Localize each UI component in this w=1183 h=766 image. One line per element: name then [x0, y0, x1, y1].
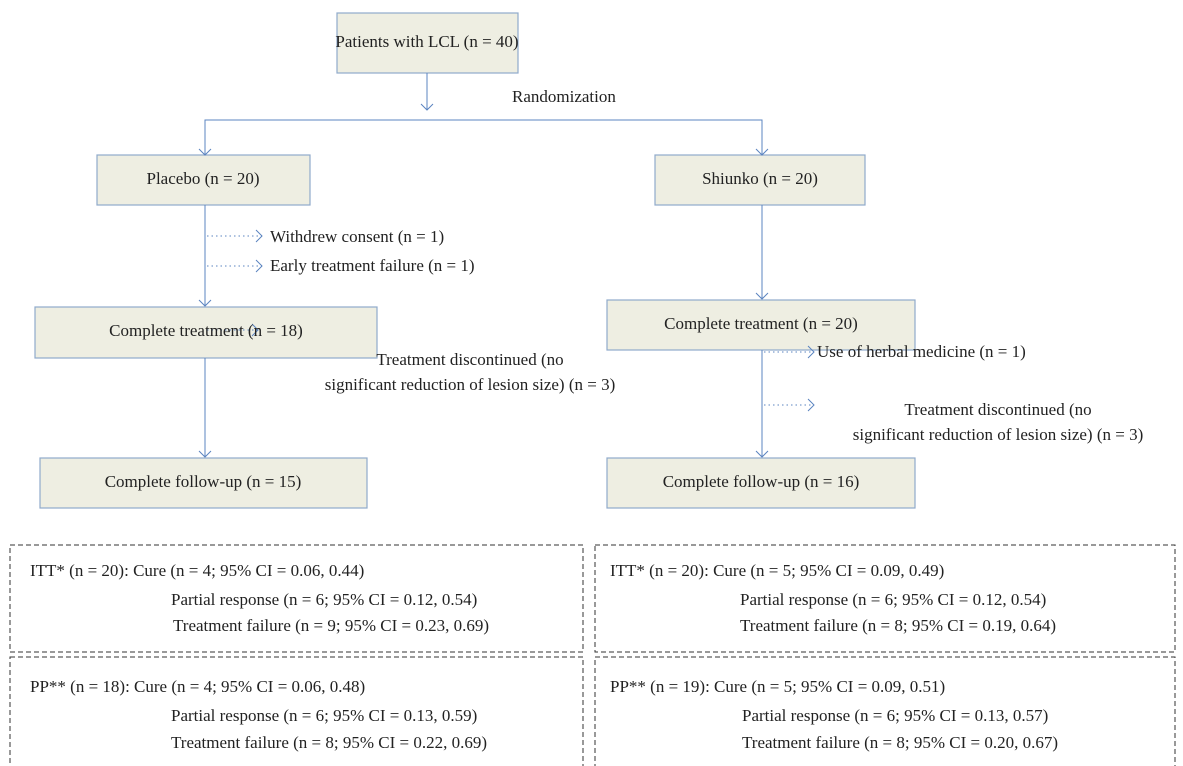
result-text: ITT* (n = 20): Cure (n = 4; 95% CI = 0.0…	[30, 561, 364, 580]
result-text: Treatment failure (n = 8; 95% CI = 0.22,…	[171, 733, 487, 752]
result-text: Partial response (n = 6; 95% CI = 0.12, …	[171, 590, 477, 609]
exclusion-text: Treatment discontinued (no	[376, 350, 563, 369]
connectors	[198, 73, 815, 458]
result-text: Treatment failure (n = 8; 95% CI = 0.19,…	[740, 616, 1056, 635]
result-box	[594, 544, 1176, 653]
exclusion-text: significant reduction of lesion size) (n…	[325, 375, 615, 394]
exclusion-text: Withdrew consent (n = 1)	[270, 227, 444, 246]
node-box	[336, 12, 519, 74]
result-text: Partial response (n = 6; 95% CI = 0.13, …	[171, 706, 477, 725]
exclusion-text: significant reduction of lesion size) (n…	[853, 425, 1143, 444]
exclusion-text: Use of herbal medicine (n = 1)	[817, 342, 1026, 361]
node-box	[34, 306, 378, 359]
node-label: Complete follow-up (n = 16)	[663, 472, 860, 491]
edge-label: Randomization	[512, 87, 616, 106]
node-label: Complete treatment (n = 18)	[109, 321, 303, 340]
result-box	[9, 544, 584, 653]
result-text: ITT* (n = 20): Cure (n = 5; 95% CI = 0.0…	[610, 561, 944, 580]
result-text: PP** (n = 19): Cure (n = 5; 95% CI = 0.0…	[610, 677, 945, 696]
node-label: Complete treatment (n = 20)	[664, 314, 858, 333]
node-box	[39, 457, 368, 509]
exclusion-text: Early treatment failure (n = 1)	[270, 256, 475, 275]
node-label: Patients with LCL (n = 40)	[335, 32, 518, 51]
node-box	[606, 299, 916, 351]
node-label: Placebo (n = 20)	[147, 169, 260, 188]
result-text: PP** (n = 18): Cure (n = 4; 95% CI = 0.0…	[30, 677, 365, 696]
result-box	[594, 656, 1176, 766]
node-box	[606, 457, 916, 509]
result-box	[9, 656, 584, 766]
result-text: Treatment failure (n = 9; 95% CI = 0.23,…	[173, 616, 489, 635]
result-text: Treatment failure (n = 8; 95% CI = 0.20,…	[742, 733, 1058, 752]
node-box	[654, 154, 866, 206]
result-text: Partial response (n = 6; 95% CI = 0.12, …	[740, 590, 1046, 609]
result-text: Partial response (n = 6; 95% CI = 0.13, …	[742, 706, 1048, 725]
node-box	[96, 154, 311, 206]
node-label: Shiunko (n = 20)	[702, 169, 818, 188]
exclusion-text: Treatment discontinued (no	[904, 400, 1091, 419]
node-label: Complete follow-up (n = 15)	[105, 472, 302, 491]
